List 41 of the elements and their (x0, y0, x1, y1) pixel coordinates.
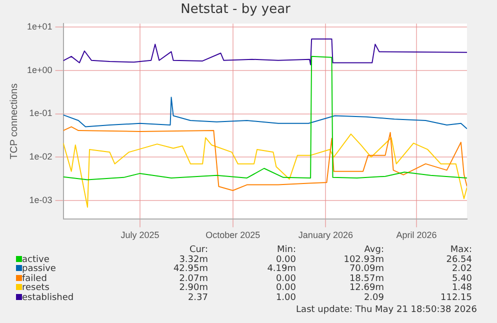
x-tick-label: January 2026 (298, 230, 353, 240)
text: 2.09 (362, 292, 384, 303)
text: Avg: (363, 245, 384, 255)
chart-title: Netstat - by year (180, 2, 292, 18)
text: 2.37 (186, 292, 208, 303)
text: 5.40 (450, 274, 472, 284)
legend-label: failed (22, 274, 48, 284)
text: 70.09m (348, 264, 384, 274)
text: 1.48 (450, 283, 472, 293)
y-tick-label: 1e-03 (29, 194, 52, 205)
text: 42.95m (172, 264, 208, 274)
legend-label: passive (22, 264, 57, 274)
text: 12.69m (348, 283, 384, 293)
text: 18.57m (348, 274, 384, 284)
x-tick-label: April 2026 (396, 230, 437, 240)
text: 1.00 (274, 292, 296, 303)
text: 4.19m (266, 264, 296, 274)
text: Max: (449, 245, 472, 255)
text: 0.00 (276, 254, 296, 264)
text: 3.32m (179, 254, 208, 264)
legend-label: active (22, 254, 50, 264)
legend-label: resets (22, 283, 50, 293)
text: Last update: Thu May 21 18:50:38 2026 (296, 305, 477, 315)
text: 0.00 (274, 283, 296, 293)
text: 2.90m (178, 283, 208, 293)
y-tick-label: 1e+00 (26, 64, 52, 75)
text: 2.07m (178, 274, 208, 284)
x-tick-label: July 2025 (120, 230, 160, 240)
text: Cur: (188, 245, 208, 255)
x-tick-label: October 2025 (206, 230, 260, 240)
text: 26.54 (445, 254, 472, 264)
text: 2.02 (450, 264, 472, 274)
text: Min: (276, 245, 296, 255)
y-axis-title: TCP connections (8, 83, 20, 160)
y-tick-label: 1e-01 (29, 108, 52, 118)
text: 112.15 (440, 292, 472, 303)
text: 102.93m (342, 254, 384, 264)
y-tick-label: 1e-02 (29, 152, 52, 162)
text: 0.00 (274, 274, 296, 284)
y-tick-label: 1e+01 (26, 22, 52, 32)
legend-label: established (22, 292, 75, 303)
